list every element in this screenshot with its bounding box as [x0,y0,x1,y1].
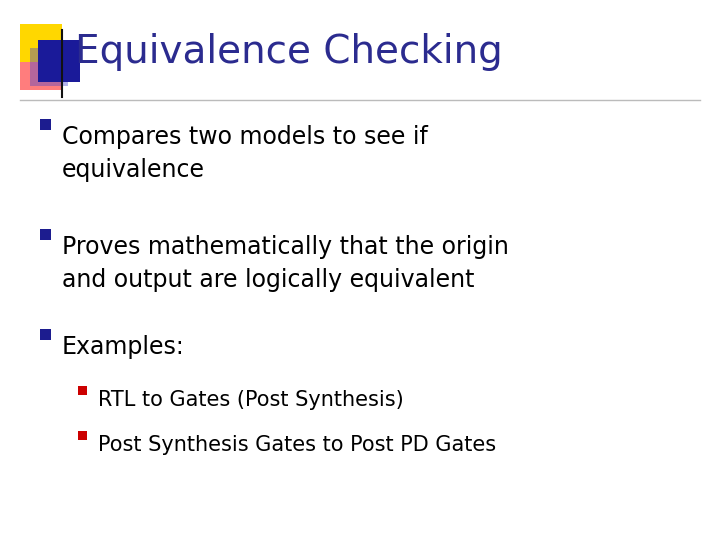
Bar [38,40,80,82]
Text: Equivalence Checking: Equivalence Checking [75,33,503,71]
Bar [20,24,62,62]
Bar [40,229,51,240]
Bar [78,431,87,440]
Text: Proves mathematically that the origin
and output are logically equivalent: Proves mathematically that the origin an… [62,235,509,293]
Bar [78,386,87,395]
Bar [20,58,62,90]
Bar [40,119,51,130]
Bar [30,48,68,86]
Bar [40,329,51,340]
Text: Post Synthesis Gates to Post PD Gates: Post Synthesis Gates to Post PD Gates [98,435,496,455]
Text: Examples:: Examples: [62,335,185,359]
Text: Compares two models to see if
equivalence: Compares two models to see if equivalenc… [62,125,428,183]
Text: RTL to Gates (Post Synthesis): RTL to Gates (Post Synthesis) [98,390,404,410]
